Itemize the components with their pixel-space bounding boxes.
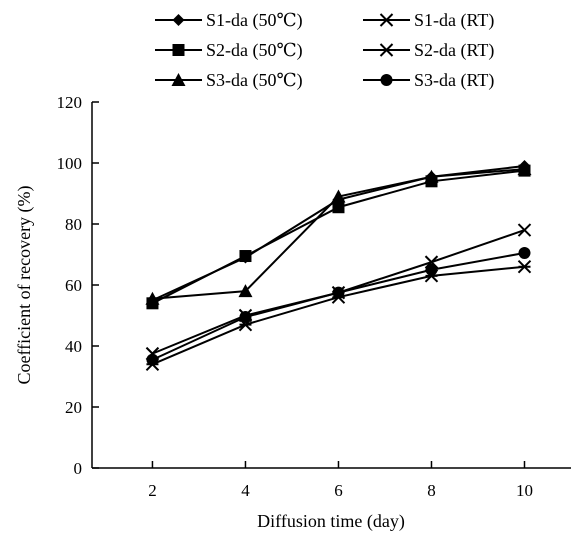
data-point xyxy=(238,284,253,298)
legend-label: S2-da (RT) xyxy=(414,40,494,61)
data-point xyxy=(145,291,160,305)
data-point xyxy=(331,189,346,203)
legend-item: S3-da (RT) xyxy=(363,70,494,91)
y-tick-label: 0 xyxy=(74,459,83,478)
data-point xyxy=(425,263,438,276)
data-point xyxy=(239,311,252,324)
data-point xyxy=(332,286,345,299)
legend-item: S1-da (RT) xyxy=(363,10,494,31)
axes: 0 20 40 60 80 100 120 2 4 6 8 10 xyxy=(57,93,571,500)
y-tick-label: 120 xyxy=(57,93,83,112)
legend-label: S3-da (RT) xyxy=(414,70,494,91)
legend-item: S2-da (50℃) xyxy=(155,40,303,61)
legend-label: S3-da (50℃) xyxy=(206,70,303,91)
legend-marker xyxy=(171,73,186,86)
data-point xyxy=(424,169,439,183)
legend: S1-da (50℃) S2-da (50℃) S3-da (50℃) S1-da (… xyxy=(155,10,494,91)
y-axis-title: Coefficient of recovery (%) xyxy=(14,185,35,384)
legend-label: S2-da (50℃) xyxy=(206,40,303,61)
series-line xyxy=(152,251,525,361)
legend-item: S3-da (50℃) xyxy=(155,70,303,91)
legend-marker xyxy=(379,43,394,57)
data-point xyxy=(517,223,532,237)
legend-marker xyxy=(172,14,185,26)
legend-item: S1-da (50℃) xyxy=(155,10,303,31)
y-tick-label: 100 xyxy=(57,154,83,173)
series-layer xyxy=(145,160,532,372)
x-axis-title: Diffusion time (day) xyxy=(257,511,405,532)
y-tick-label: 80 xyxy=(65,215,82,234)
x-tick-label: 4 xyxy=(241,481,250,500)
legend-label: S1-da (50℃) xyxy=(206,10,303,31)
series-line xyxy=(152,165,525,302)
x-tick-label: 8 xyxy=(427,481,436,500)
data-point xyxy=(239,250,252,263)
data-point xyxy=(517,162,532,176)
legend-item: S2-da (RT) xyxy=(363,40,494,61)
series-3 xyxy=(145,162,532,305)
y-tick-label: 40 xyxy=(65,337,82,356)
legend-marker xyxy=(379,13,394,27)
data-point xyxy=(146,353,159,366)
x-tick-label: 6 xyxy=(334,481,343,500)
series-6 xyxy=(146,246,531,366)
x-tick-label: 10 xyxy=(516,481,533,500)
series-1 xyxy=(146,160,531,307)
series-line xyxy=(152,265,525,366)
x-tick-label: 2 xyxy=(148,481,157,500)
data-point xyxy=(517,259,532,274)
legend-label: S1-da (RT) xyxy=(414,10,494,31)
legend-marker xyxy=(380,74,393,86)
y-tick-label: 20 xyxy=(65,398,82,417)
y-tick-label: 60 xyxy=(65,276,82,295)
legend-marker xyxy=(172,44,185,56)
data-point xyxy=(518,246,531,259)
series-line xyxy=(152,168,525,300)
data-point xyxy=(332,201,345,214)
